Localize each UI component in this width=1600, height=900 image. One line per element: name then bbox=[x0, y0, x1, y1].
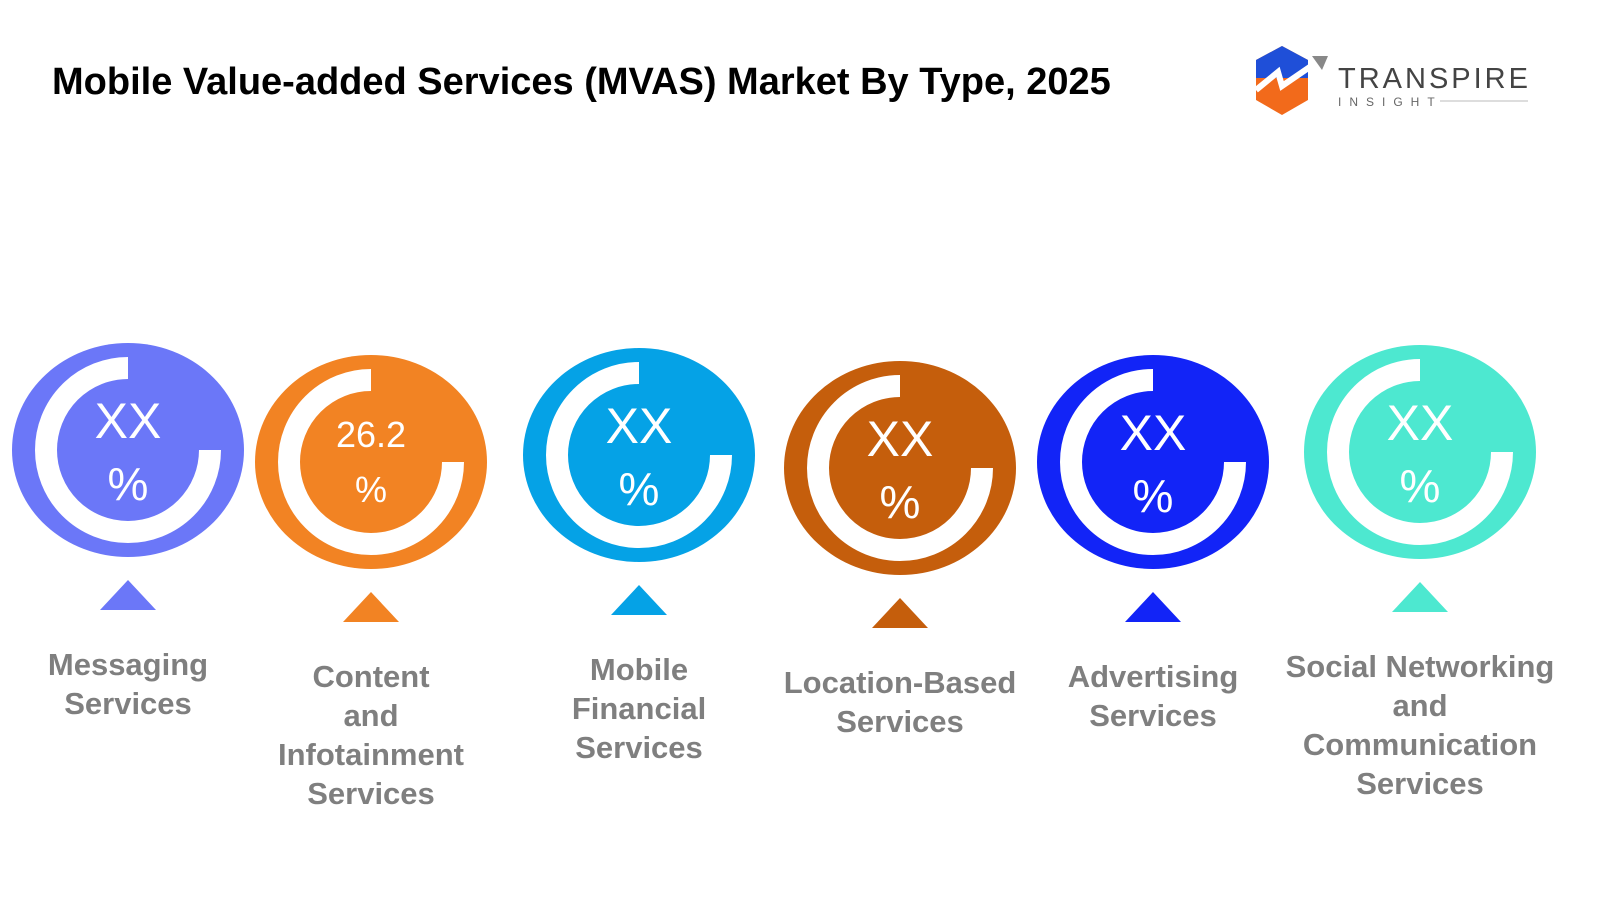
label-line: Content bbox=[312, 659, 429, 694]
logo-arrow bbox=[1254, 57, 1322, 93]
value: XX bbox=[95, 393, 162, 449]
logo-arrowhead bbox=[1312, 56, 1328, 70]
label-line: Infotainment bbox=[278, 737, 464, 772]
label-line: Services bbox=[1356, 766, 1484, 801]
ring bbox=[35, 357, 221, 543]
label-line: Communication bbox=[1303, 727, 1537, 762]
label-line: and bbox=[343, 698, 398, 733]
label-line: Services bbox=[836, 704, 964, 739]
pointer bbox=[611, 585, 667, 615]
logo-hex-top bbox=[1256, 46, 1308, 78]
unit: % bbox=[1400, 460, 1441, 512]
label-line: Mobile bbox=[590, 652, 688, 687]
ring bbox=[807, 375, 993, 561]
unit: % bbox=[880, 476, 921, 528]
unit: % bbox=[108, 458, 149, 510]
unit: % bbox=[619, 463, 660, 515]
value: XX bbox=[1387, 395, 1454, 451]
value: XX bbox=[1120, 405, 1187, 461]
label-line: Services bbox=[1089, 698, 1217, 733]
value: 26.2 bbox=[336, 414, 406, 455]
pointer bbox=[100, 580, 156, 610]
ring bbox=[278, 369, 464, 555]
label-line: Social Networking bbox=[1286, 649, 1555, 684]
label-line: and bbox=[1392, 688, 1447, 723]
logo-name: TRANSPIRE bbox=[1338, 63, 1531, 95]
pointer bbox=[872, 598, 928, 628]
pointer bbox=[1125, 592, 1181, 622]
label-line: Services bbox=[307, 776, 435, 811]
value: XX bbox=[606, 398, 673, 454]
label-line: Advertising bbox=[1068, 659, 1239, 694]
ring bbox=[1327, 359, 1513, 545]
pointer bbox=[1392, 582, 1448, 612]
label-line: Services bbox=[575, 730, 703, 765]
label-line: Financial bbox=[572, 691, 706, 726]
value: XX bbox=[867, 411, 934, 467]
logo-tagline: INSIGHT bbox=[1338, 95, 1443, 109]
label-line: Services bbox=[64, 686, 192, 721]
pointer bbox=[343, 592, 399, 622]
label-line: Location-Based bbox=[784, 665, 1017, 700]
ring bbox=[546, 362, 732, 548]
ring bbox=[1060, 369, 1246, 555]
unit: % bbox=[355, 469, 387, 510]
logo: TRANSPIRE INSIGHT bbox=[1254, 46, 1531, 115]
unit: % bbox=[1133, 470, 1174, 522]
label-line: Messaging bbox=[48, 647, 208, 682]
title: Mobile Value-added Services (MVAS) Marke… bbox=[52, 61, 1111, 103]
